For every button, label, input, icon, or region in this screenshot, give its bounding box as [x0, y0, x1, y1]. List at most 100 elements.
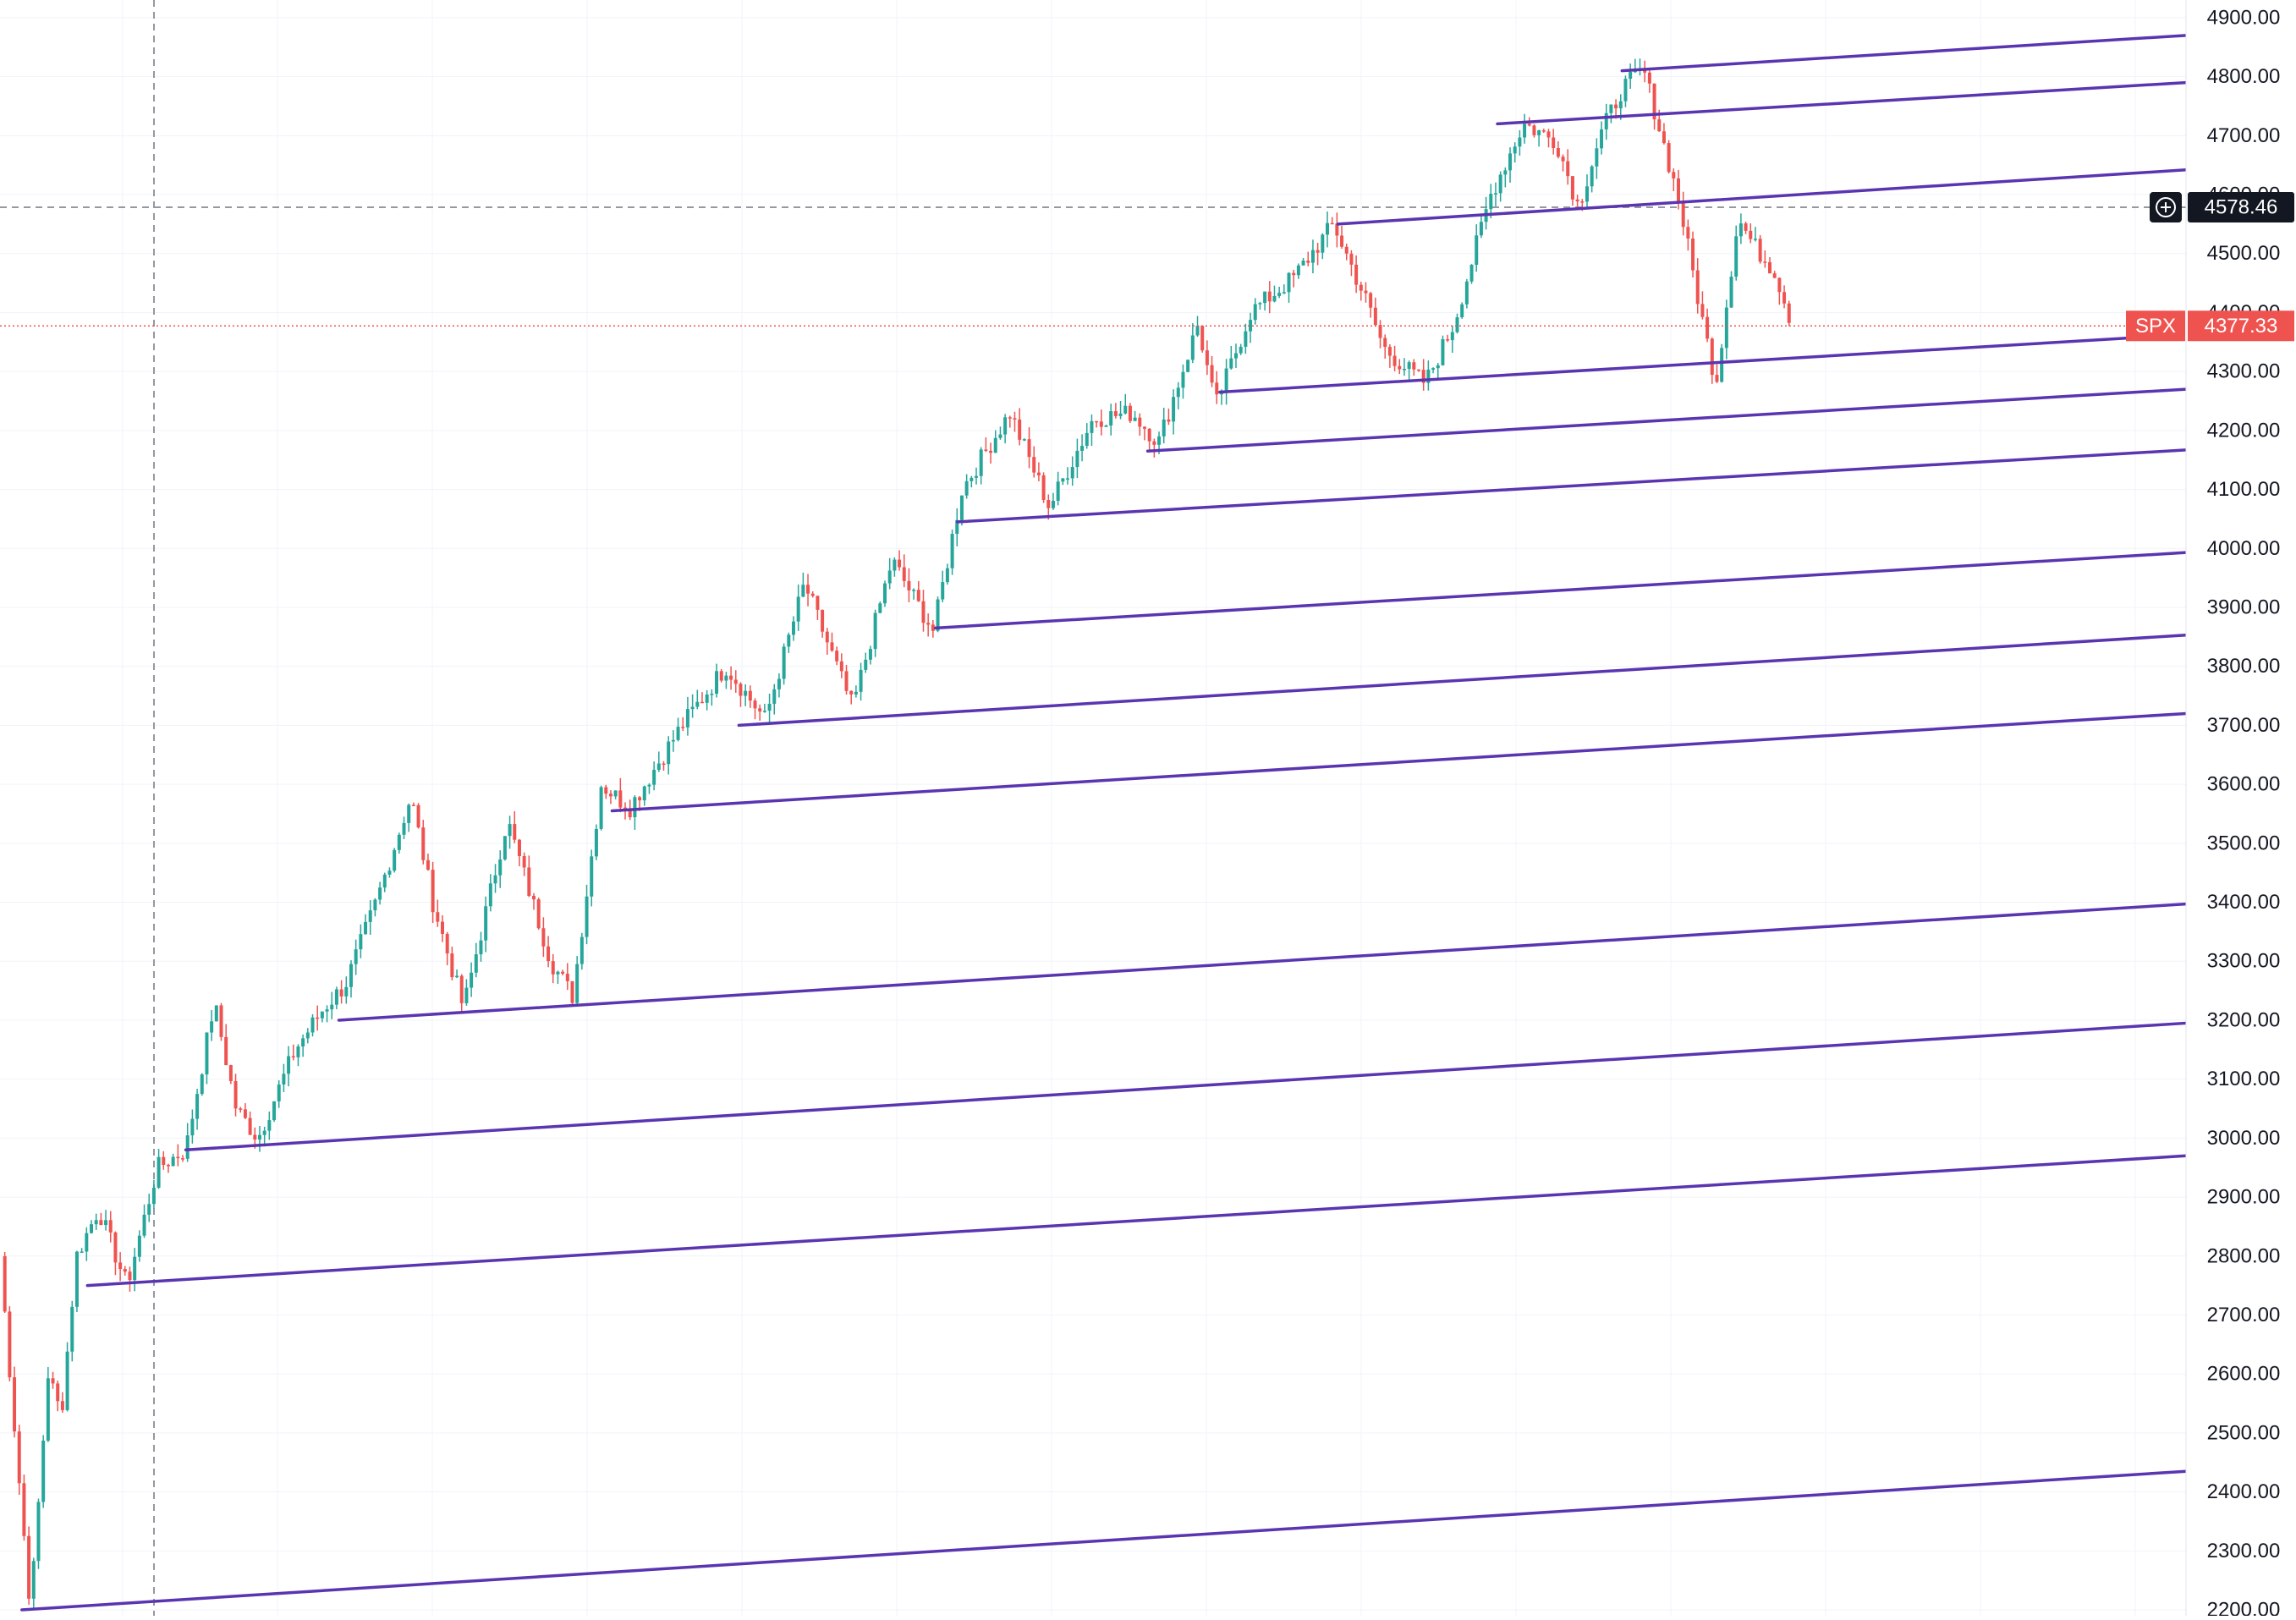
candle-down — [748, 690, 752, 701]
candle-down — [421, 827, 426, 860]
candles — [3, 58, 1791, 1609]
trendline[interactable] — [20, 1469, 2188, 1612]
candle-down — [825, 631, 829, 643]
candle-up — [1109, 411, 1113, 426]
candle-down — [1556, 147, 1560, 157]
candle-down — [1772, 273, 1777, 278]
candle-down — [989, 450, 993, 453]
trendline[interactable] — [1145, 387, 2188, 453]
trendline[interactable] — [956, 448, 2188, 524]
price-tick-label: 3200.00 — [2207, 1008, 2281, 1031]
candle-up — [277, 1085, 281, 1101]
price-axis[interactable]: 4900.004800.004700.004600.004500.004400.… — [2126, 0, 2296, 1620]
candle-up — [1600, 129, 1604, 149]
candle-up — [791, 621, 795, 635]
trendline[interactable] — [337, 902, 2188, 1022]
trendline[interactable] — [1218, 336, 2134, 394]
candle-down — [806, 585, 810, 594]
candle-up — [142, 1214, 146, 1236]
candle-down — [1138, 417, 1142, 427]
candle-up — [1508, 153, 1513, 171]
candle-up — [1061, 478, 1065, 482]
candle-up — [1181, 371, 1185, 388]
candle-down — [416, 805, 420, 828]
price-tick-label: 2800.00 — [2207, 1244, 2281, 1267]
candle-up — [979, 449, 983, 476]
candle-up — [94, 1220, 98, 1225]
candle-down — [1777, 277, 1782, 293]
candle-down — [608, 794, 612, 797]
candle-up — [667, 741, 671, 765]
candle-down — [1546, 131, 1551, 138]
candle-up — [1075, 450, 1079, 468]
candle-up — [633, 797, 637, 818]
candle-up — [1123, 405, 1128, 414]
candle-up — [1469, 265, 1474, 282]
candle-up — [1623, 79, 1628, 102]
candle-up — [556, 971, 560, 975]
crosshair-add-button[interactable] — [2150, 192, 2182, 223]
candle-down — [1383, 338, 1387, 348]
trendline[interactable] — [1336, 168, 2188, 226]
candle-up — [656, 763, 661, 770]
candle-down — [1787, 303, 1791, 323]
candle-down — [181, 1158, 185, 1160]
candle-down — [662, 763, 666, 766]
candle-up — [493, 875, 497, 884]
trendline[interactable] — [85, 1154, 2188, 1288]
candle-down — [916, 590, 920, 601]
trendline[interactable] — [737, 634, 2188, 728]
candle-up — [1118, 413, 1123, 416]
candle-down — [1782, 292, 1787, 304]
candle-up — [1229, 358, 1233, 369]
candle-down — [719, 671, 723, 681]
candle-down — [1354, 264, 1359, 285]
candle-up — [945, 568, 949, 583]
candle-up — [1629, 71, 1633, 80]
plus-circle-icon[interactable] — [2156, 197, 2176, 218]
candle-down — [1417, 369, 1421, 371]
symbol-label-bg — [2126, 310, 2185, 342]
candle-up — [310, 1017, 315, 1033]
trendline[interactable] — [610, 711, 2188, 813]
trendline[interactable] — [184, 1021, 2188, 1152]
candle-down — [1152, 441, 1156, 445]
candle-up — [1186, 360, 1190, 372]
candle-down — [729, 675, 733, 680]
candle-up — [1431, 368, 1436, 370]
candle-up — [1066, 478, 1070, 480]
candle-down — [1335, 223, 1339, 236]
candle-down — [1681, 201, 1685, 228]
candle-up — [959, 495, 964, 520]
candle-down — [517, 839, 521, 856]
candle-down — [753, 700, 757, 709]
candle-up — [950, 534, 954, 568]
candle-up — [777, 678, 781, 689]
candle-up — [344, 986, 349, 997]
candle-up — [1460, 304, 1464, 318]
candle-up — [1133, 417, 1137, 421]
candle-up — [301, 1038, 305, 1047]
candle-up — [41, 1440, 46, 1502]
candle-down — [1344, 246, 1348, 254]
trendline[interactable] — [1620, 34, 2188, 73]
candle-down — [8, 1311, 12, 1378]
candle-up — [200, 1074, 204, 1095]
candle-up — [1523, 124, 1527, 138]
candle-up — [705, 695, 709, 703]
trendlines[interactable] — [20, 0, 2188, 1612]
candle-up — [1321, 234, 1325, 253]
price-tick-label: 4300.00 — [2207, 360, 2281, 383]
trendline[interactable] — [1496, 80, 2188, 126]
candle-up — [941, 582, 945, 600]
candle-up — [397, 834, 401, 850]
candle-up — [368, 910, 372, 922]
candle-up — [85, 1233, 89, 1252]
candle-down — [532, 895, 536, 900]
candle-up — [1244, 331, 1248, 347]
candle-down — [898, 559, 902, 568]
candle-down — [1710, 338, 1714, 376]
trendline[interactable] — [934, 551, 2188, 630]
